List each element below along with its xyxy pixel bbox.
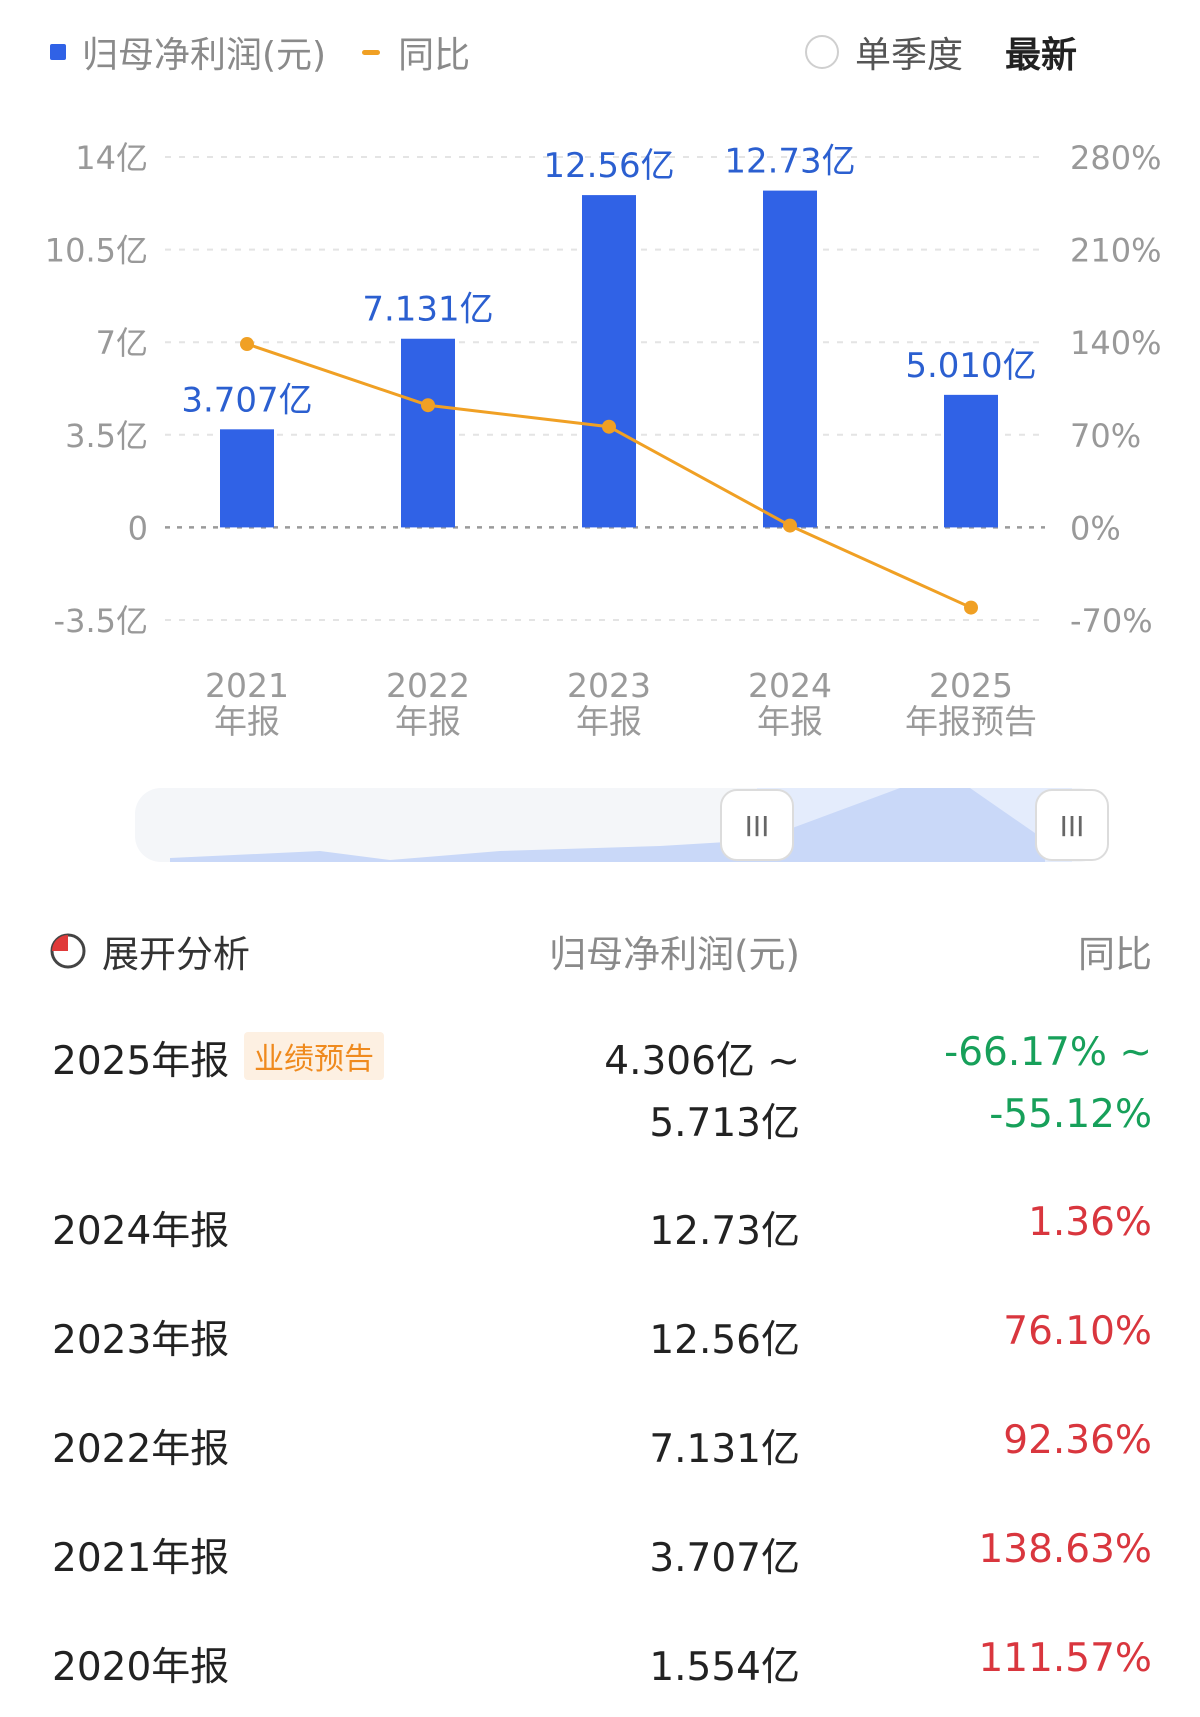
yoy-point	[602, 419, 616, 434]
table-header: 展开分析 归母净利润(元) 同比	[0, 918, 1200, 984]
row-profit-value: 12.56亿	[649, 1318, 800, 1363]
y-left-tick-label: 0	[128, 509, 148, 547]
row-yoy-value: 92.36%	[1003, 1418, 1152, 1463]
range-slider-right-handle[interactable]: III	[1035, 789, 1109, 861]
bar	[220, 429, 274, 528]
y-left-tick-label: 7亿	[96, 324, 148, 362]
x-tick-label: 2025 年报预告	[905, 666, 1037, 741]
profit-chart: 14亿 10.5亿 7亿 3.5亿 0 -3.5亿 280% 210% 140% 70% 0% -70…	[45, 139, 1161, 862]
x-tick-label: 2024 年报	[748, 666, 832, 741]
row-profit-value: 3.707亿	[649, 1536, 800, 1581]
y-left-tick-label: -3.5亿	[54, 602, 148, 640]
chart-legend: 归母净利润(元) 同比	[50, 22, 470, 82]
row-period: 2024年报	[52, 1209, 230, 1254]
row-profit-value: 12.73亿	[649, 1209, 800, 1254]
row-yoy-value: 1.36%	[1028, 1200, 1152, 1245]
bar-data-label: 7.131亿	[362, 290, 493, 330]
bar-data-label: 3.707亿	[181, 380, 312, 420]
y-right-tick-label: 70%	[1070, 417, 1141, 455]
table-row-2025[interactable]: 2025年报 业绩预告 4.306亿 ~ 5.713亿 -66.17% ~ -5…	[0, 1030, 1200, 1150]
row-yoy-value: 138.63%	[978, 1527, 1152, 1572]
bar	[401, 338, 455, 528]
table-row-2023[interactable]: 2023年报 12.56亿 76.10%	[0, 1309, 1200, 1369]
row-period: 2023年报	[52, 1318, 230, 1363]
y-left-tick-label: 10.5亿	[45, 232, 148, 270]
x-tick-label: 2021 年报	[205, 666, 289, 741]
row-profit-value: 4.306亿 ~	[604, 1039, 800, 1084]
expand-analysis-button[interactable]: 展开分析	[102, 933, 250, 976]
table-row-2021[interactable]: 2021年报 3.707亿 138.63%	[0, 1527, 1200, 1587]
row-period: 2020年报	[52, 1645, 230, 1690]
table-row-2020[interactable]: 2020年报 1.554亿 111.57%	[0, 1636, 1200, 1696]
table-row-2022[interactable]: 2022年报 7.131亿 92.36%	[0, 1418, 1200, 1478]
y-right-tick-label: 280%	[1070, 139, 1161, 177]
quarter-toggle-label[interactable]: 单季度	[855, 35, 964, 76]
handle-body	[720, 789, 794, 861]
row-yoy-value: -66.17% ~	[944, 1030, 1152, 1075]
yoy-point	[964, 600, 978, 615]
forecast-badge: 业绩预告	[244, 1032, 384, 1080]
pie-chart-icon[interactable]	[50, 933, 86, 969]
bar-data-label: 12.56亿	[543, 146, 674, 186]
range-slider-overview	[170, 788, 1045, 862]
range-slider-left-handle[interactable]: III	[720, 789, 794, 861]
row-period: 2022年报	[52, 1427, 230, 1472]
legend-line-swatch	[362, 49, 381, 55]
bar	[944, 394, 998, 528]
row-period: 2025年报	[52, 1039, 230, 1084]
legend-yoy-label: 同比	[398, 35, 471, 76]
row-profit-value: 7.131亿	[649, 1427, 800, 1472]
y-right-tick-label: 0%	[1070, 509, 1121, 547]
profit-column-header: 归母净利润(元)	[549, 933, 800, 976]
row-profit-value-2: 5.713亿	[649, 1101, 800, 1146]
y-left-tick-label: 3.5亿	[65, 417, 148, 455]
yoy-point	[240, 337, 254, 352]
y-right-tick-label: -70%	[1070, 602, 1153, 640]
row-yoy-value: 76.10%	[1003, 1309, 1152, 1354]
legend-bar-swatch	[50, 44, 66, 60]
handle-body	[1035, 789, 1109, 861]
handle-grip-icon: III	[1060, 810, 1085, 843]
y-right-tick-label: 140%	[1070, 324, 1161, 362]
quarter-radio[interactable]	[805, 35, 839, 69]
yoy-column-header: 同比	[1078, 933, 1152, 976]
row-profit-value: 1.554亿	[649, 1645, 800, 1690]
yoy-point	[783, 518, 797, 533]
latest-toggle[interactable]: 最新	[1005, 35, 1078, 76]
y-right-tick-label: 210%	[1070, 232, 1161, 270]
chart-toggles: 单季度 最新	[805, 22, 1077, 82]
bar	[582, 195, 636, 528]
row-yoy-value: 111.57%	[978, 1636, 1152, 1681]
x-tick-label: 2023 年报	[567, 666, 651, 741]
bar-data-label: 12.73亿	[724, 142, 855, 182]
row-period: 2021年报	[52, 1536, 230, 1581]
bar-data-label: 5.010亿	[905, 346, 1036, 386]
yoy-point	[421, 398, 435, 413]
y-left-tick-label: 14亿	[75, 139, 148, 177]
legend-profit-label: 归母净利润(元)	[82, 35, 327, 76]
handle-grip-icon: III	[745, 810, 770, 843]
table-row-2024[interactable]: 2024年报 12.73亿 1.36%	[0, 1200, 1200, 1260]
x-tick-label: 2022 年报	[386, 666, 470, 741]
row-yoy-value-2: -55.12%	[989, 1092, 1152, 1137]
bar	[763, 190, 817, 528]
